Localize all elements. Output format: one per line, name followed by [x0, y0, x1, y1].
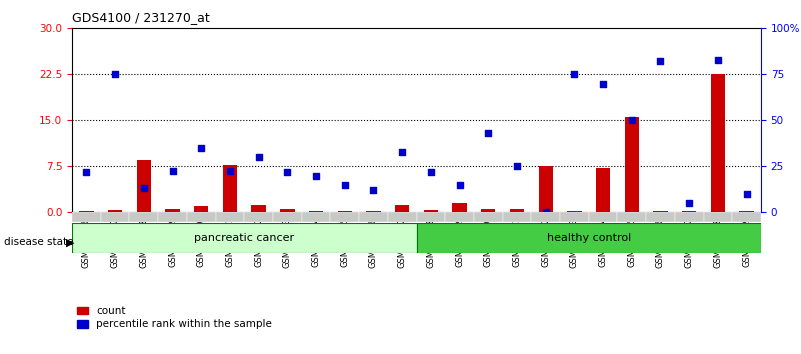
Bar: [130, 212, 158, 222]
Bar: [280, 209, 295, 212]
Bar: [273, 212, 302, 222]
Bar: [330, 212, 359, 222]
Point: [740, 191, 753, 197]
Point: [109, 72, 122, 77]
Bar: [424, 210, 438, 212]
Bar: [531, 212, 560, 222]
Point: [252, 154, 265, 160]
Bar: [194, 206, 208, 212]
Text: pancreatic cancer: pancreatic cancer: [194, 233, 294, 243]
Bar: [187, 212, 215, 222]
Point: [310, 173, 323, 178]
Bar: [137, 160, 151, 212]
Point: [425, 169, 437, 175]
Bar: [366, 211, 380, 212]
Point: [568, 72, 581, 77]
Bar: [417, 223, 761, 253]
Point: [510, 164, 523, 169]
Bar: [538, 166, 553, 212]
Bar: [567, 211, 582, 212]
Point: [138, 185, 151, 190]
Bar: [165, 209, 179, 212]
Bar: [252, 205, 266, 212]
Bar: [625, 117, 639, 212]
Bar: [108, 210, 123, 212]
Point: [223, 168, 236, 174]
Text: ▶: ▶: [66, 238, 74, 247]
Bar: [453, 203, 467, 212]
Bar: [509, 209, 524, 212]
Bar: [244, 212, 273, 222]
Bar: [682, 211, 696, 212]
Legend: count, percentile rank within the sample: count, percentile rank within the sample: [78, 306, 272, 329]
Bar: [674, 212, 703, 222]
Point: [682, 200, 695, 206]
Point: [367, 188, 380, 193]
Bar: [654, 211, 668, 212]
Point: [166, 168, 179, 174]
Bar: [646, 212, 674, 222]
Bar: [79, 211, 94, 212]
Bar: [101, 212, 130, 222]
Bar: [309, 211, 324, 212]
Bar: [72, 212, 101, 222]
Bar: [503, 212, 531, 222]
Bar: [215, 212, 244, 222]
Text: healthy control: healthy control: [546, 233, 631, 243]
Point: [597, 81, 610, 86]
Bar: [359, 212, 388, 222]
Bar: [710, 74, 725, 212]
Point: [539, 210, 552, 215]
Point: [711, 57, 724, 62]
Point: [195, 145, 207, 151]
Bar: [703, 212, 732, 222]
Point: [80, 169, 93, 175]
Bar: [589, 212, 618, 222]
Bar: [739, 211, 754, 212]
Bar: [732, 212, 761, 222]
Text: GDS4100 / 231270_at: GDS4100 / 231270_at: [72, 11, 210, 24]
Point: [396, 149, 409, 154]
Bar: [223, 165, 237, 212]
Point: [654, 59, 667, 64]
Point: [453, 182, 466, 188]
Bar: [158, 212, 187, 222]
Point: [626, 118, 638, 123]
Bar: [596, 168, 610, 212]
Bar: [337, 211, 352, 212]
Bar: [72, 223, 417, 253]
Point: [338, 182, 351, 188]
Bar: [474, 212, 503, 222]
Point: [281, 169, 294, 175]
Bar: [560, 212, 589, 222]
Bar: [417, 212, 445, 222]
Bar: [302, 212, 330, 222]
Bar: [445, 212, 474, 222]
Point: [482, 130, 495, 136]
Bar: [395, 205, 409, 212]
Bar: [481, 209, 496, 212]
Bar: [618, 212, 646, 222]
Text: disease state: disease state: [4, 238, 74, 247]
Bar: [388, 212, 417, 222]
